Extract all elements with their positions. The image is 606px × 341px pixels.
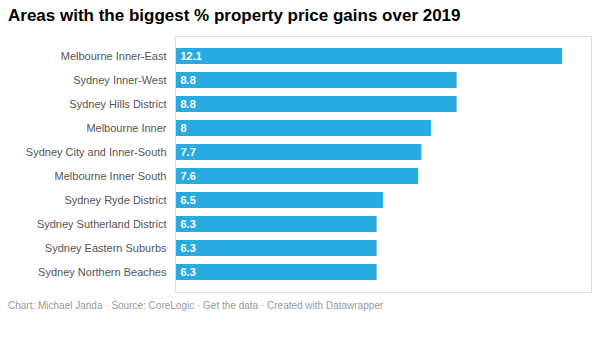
svg-text:Sydney Hills District: Sydney Hills District	[69, 98, 166, 110]
svg-text:6.3: 6.3	[181, 218, 196, 230]
svg-text:6.3: 6.3	[181, 266, 196, 278]
svg-text:8.8: 8.8	[181, 98, 196, 110]
svg-text:Melbourne Inner-East: Melbourne Inner-East	[61, 50, 167, 62]
svg-text:Sydney City and Inner-South: Sydney City and Inner-South	[26, 146, 167, 158]
svg-text:7.6: 7.6	[181, 170, 196, 182]
svg-text:12.1: 12.1	[181, 50, 202, 62]
svg-text:6.5: 6.5	[181, 194, 196, 206]
svg-text:Sydney Northern Beaches: Sydney Northern Beaches	[38, 266, 167, 278]
html-text:Chart: Michael Janda · Source:: Chart: Michael Janda · Source: CoreLogic…	[8, 300, 384, 311]
svg-text:Sydney Eastern Suburbs: Sydney Eastern Suburbs	[45, 242, 167, 254]
svg-text:Melbourne Inner South: Melbourne Inner South	[55, 170, 167, 182]
svg-text:6.3: 6.3	[181, 242, 196, 254]
svg-text:Sydney Ryde District: Sydney Ryde District	[64, 194, 166, 206]
html-text:Areas with the biggest % prope: Areas with the biggest % property price …	[8, 6, 461, 25]
svg-text:8: 8	[181, 122, 187, 134]
svg-text:Sydney Sutherland District: Sydney Sutherland District	[37, 218, 167, 230]
svg-text:Melbourne Inner: Melbourne Inner	[86, 122, 166, 134]
svg-text:Sydney Inner-West: Sydney Inner-West	[73, 74, 166, 86]
svg-text:7.7: 7.7	[181, 146, 196, 158]
svg-text:8.8: 8.8	[181, 74, 196, 86]
